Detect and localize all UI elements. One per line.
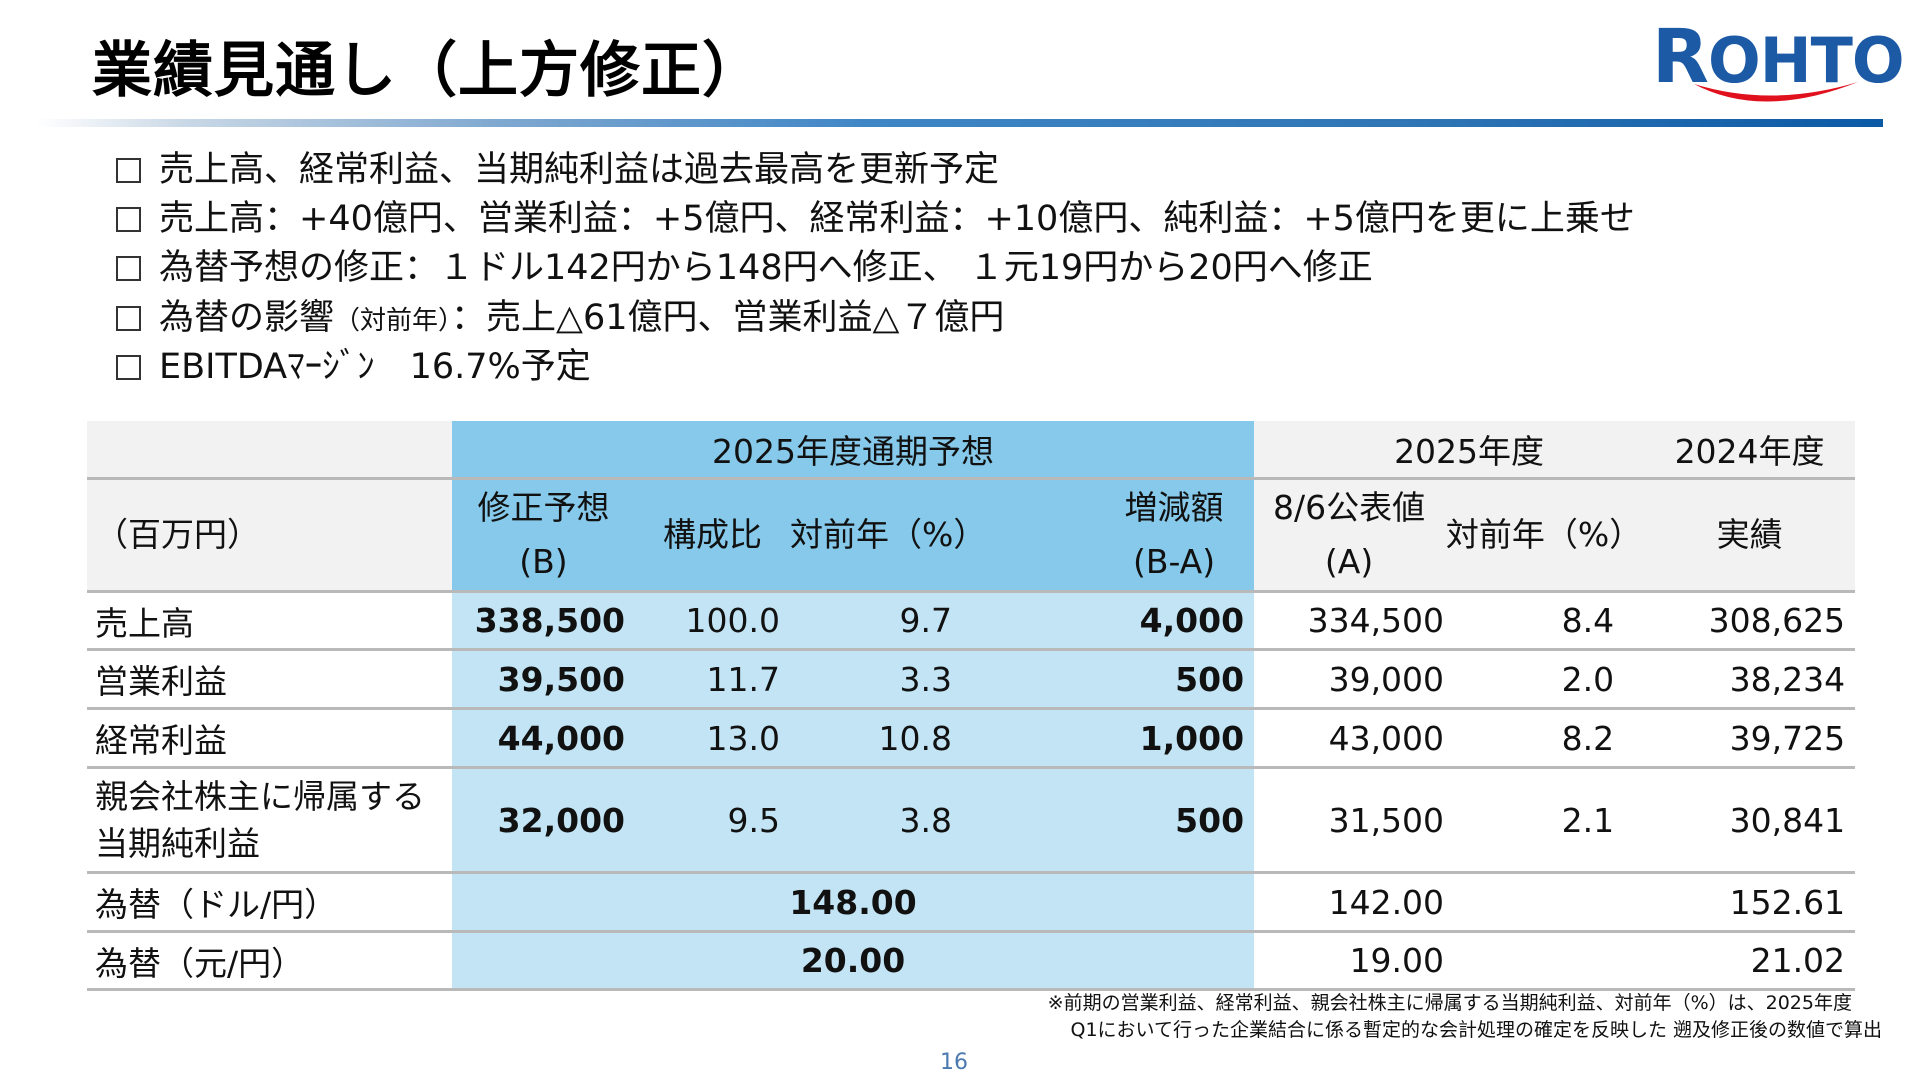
header-composition: 構成比 xyxy=(635,478,790,593)
bullet-fx-impact: 為替の影響（対前年）：売上△61億円、営業利益△７億円 xyxy=(116,294,1635,343)
bullet-record-high: 売上高、経常利益、当期純利益は過去最高を更新予定 xyxy=(116,146,1635,195)
checkbox-icon xyxy=(116,158,141,183)
checkbox-icon xyxy=(116,305,141,331)
header-unit: （百万円） xyxy=(87,478,452,593)
summary-bullets: 売上高、経常利益、当期純利益は過去最高を更新予定 売上高：+40億円、営業利益：… xyxy=(116,146,1635,392)
logo-wordmark: ROHTO xyxy=(1652,14,1905,100)
header-announced: 8/6公表値 (A) xyxy=(1254,478,1445,593)
table-row: 売上高 338,500 100.0 9.7 4,000 334,500 8.4 … xyxy=(87,591,1856,651)
header-blank xyxy=(87,421,452,480)
header-revised: 修正予想 (B) xyxy=(452,478,635,593)
page-number: 16 xyxy=(940,1050,968,1075)
header-yoy-a: 対前年（%） xyxy=(1444,478,1645,593)
table-row: 営業利益 39,500 11.7 3.3 500 39,000 2.0 38,2… xyxy=(87,649,1856,710)
header-forecast-2025: 2025年度通期予想 xyxy=(452,421,1255,480)
table-row: 為替（ドル/円） 148.00 142.00 152.61 xyxy=(87,872,1856,933)
header-fy2024: 2024年度 xyxy=(1644,421,1856,480)
table-group-header-row: 2025年度通期予想 2025年度 2024年度 xyxy=(87,421,1856,480)
slide-title: 業績見通し（上方修正） xyxy=(92,36,763,106)
header-fy2025: 2025年度 xyxy=(1254,421,1645,480)
table-row: 為替（元/円） 20.00 19.00 21.02 xyxy=(87,931,1856,991)
checkbox-icon xyxy=(116,207,141,233)
bullet-fx-revision: 為替予想の修正：１ドル142円から148円へ修正、 １元19円から20円へ修正 xyxy=(116,244,1635,293)
header-yoy-b: 対前年（%） xyxy=(790,478,986,593)
header-actual: 実績 xyxy=(1644,478,1856,593)
table-column-header-row: （百万円） 修正予想 (B) 構成比 対前年（%） 増減額 (B-A) 8/6公表値… xyxy=(87,478,1856,593)
bullet-upward-revision: 売上高：+40億円、営業利益：+5億円、経常利益：+10億円、純利益：+5億円を… xyxy=(116,195,1635,244)
footnote: ※前期の営業利益、経常利益、親会社株主に帰属する当期純利益、対前年（%）は、20… xyxy=(1047,992,1882,1041)
bullet-ebitda-margin: EBITDAﾏｰｼﾞﾝ 16.7%予定 xyxy=(116,343,1635,392)
rohto-logo: ROHTO xyxy=(1652,20,1905,114)
table-row: 親会社株主に帰属する 当期純利益 32,000 9.5 3.8 500 31,50… xyxy=(87,767,1856,874)
title-underline-bar xyxy=(37,119,1883,127)
checkbox-icon xyxy=(116,354,141,380)
header-change: 増減額 (B-A) xyxy=(982,478,1255,593)
table-row: 経常利益 44,000 13.0 10.8 1,000 43,000 8.2 3… xyxy=(87,708,1856,769)
forecast-table: 2025年度通期予想 2025年度 2024年度 （百万円） 修正予想 (B) 構… xyxy=(87,421,1856,991)
logo-smile-icon xyxy=(1694,82,1858,102)
checkbox-icon xyxy=(116,256,141,282)
